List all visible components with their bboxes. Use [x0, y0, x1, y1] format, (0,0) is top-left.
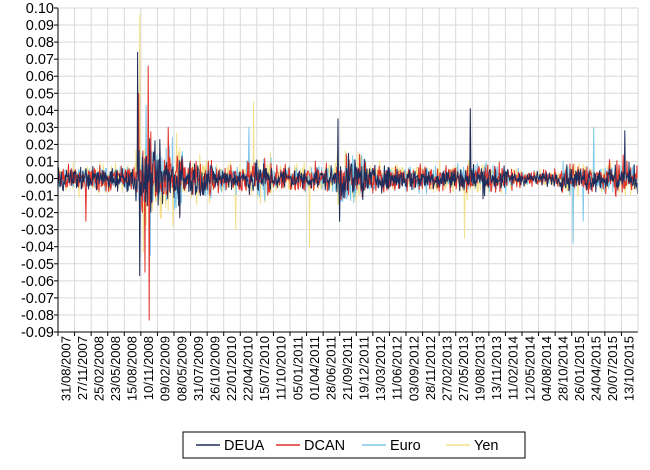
y-tick-label: -0.09	[21, 325, 54, 341]
y-tick-label: 0.02	[26, 137, 54, 153]
legend-label: DCAN	[304, 438, 345, 454]
x-tick-label: 27/11/2007	[75, 336, 90, 400]
axes	[57, 7, 639, 333]
x-tick-label: 26/01/2015	[572, 336, 587, 401]
series-lines	[57, 14, 639, 321]
x-tick-label: 19/12/2011	[357, 336, 372, 400]
y-tick-label: -0.08	[21, 308, 54, 324]
x-tick-label: 27/05/2013	[456, 336, 471, 401]
y-tick-label: -0.07	[21, 291, 54, 307]
y-tick-label: 0.05	[26, 86, 54, 102]
x-tick-label: 28/10/2014	[555, 336, 570, 401]
x-tick-label: 22/01/2010	[224, 336, 239, 401]
x-tick-label: 11/06/2012	[390, 336, 405, 400]
x-tick-label: 11/02/2014	[506, 336, 521, 400]
x-tick-label: 25/02/2008	[91, 336, 106, 401]
x-tick-label: 21/09/2011	[340, 336, 355, 400]
legend-label: Yen	[474, 438, 498, 454]
x-tick-label: 28/11/2012	[423, 336, 438, 400]
y-tick-label: 0.08	[26, 35, 54, 51]
y-tick-labels: 0.100.090.080.070.060.050.040.030.020.01…	[21, 1, 58, 341]
y-tick-label: 0.10	[26, 1, 54, 17]
x-tick-label: 03/09/2012	[406, 336, 421, 401]
x-tick-labels: 31/08/2007 27/11/2007 25/02/2008 23/05/2008…	[57, 332, 637, 401]
x-tick-label: 15/07/2010	[257, 336, 272, 401]
y-tick-label: 0.09	[26, 18, 54, 34]
y-tick-label: -0.03	[21, 223, 54, 239]
x-tick-label: 11/10/2010	[274, 336, 289, 400]
y-tick-label: -0.02	[21, 206, 54, 222]
x-tick-label: 09/02/2009	[158, 336, 173, 401]
x-tick-label: 22/04/2010	[241, 336, 256, 401]
y-tick-label: 0.04	[26, 103, 54, 119]
x-tick-label: 28/06/2011	[323, 336, 338, 400]
y-tick-label: 0.01	[26, 154, 54, 170]
x-tick-label: 13/11/2013	[489, 336, 504, 400]
y-tick-label: 0.06	[26, 69, 54, 85]
legend-item-deua: DEUA	[196, 438, 265, 454]
y-tick-label: -0.04	[21, 240, 54, 256]
legend-item-yen: Yen	[446, 438, 498, 454]
x-tick-label: 23/05/2008	[108, 336, 123, 401]
legend-item-dcan: DCAN	[276, 438, 345, 454]
x-tick-label: 19/08/2013	[473, 336, 488, 401]
y-tick-label: -0.06	[21, 274, 54, 290]
x-tick-label: 08/05/2009	[174, 336, 189, 401]
legend-item-euro: Euro	[362, 438, 421, 454]
x-tick-label: 31/08/2007	[58, 336, 73, 401]
x-tick-label: 05/01/2011	[290, 336, 305, 400]
x-tick-label: 10/11/2008	[141, 336, 156, 400]
x-tick-label: 12/05/2014	[522, 336, 537, 401]
x-tick-label: 20/07/2015	[605, 336, 620, 401]
y-tick-label: -0.05	[21, 257, 54, 273]
series-line-deua	[57, 51, 639, 277]
x-tick-label: 24/04/2015	[589, 336, 604, 401]
legend-label: DEUA	[224, 438, 265, 454]
x-tick-label: 27/02/2013	[439, 336, 454, 401]
x-tick-label: 04/08/2014	[539, 336, 554, 401]
x-tick-label: 31/07/2009	[191, 336, 206, 401]
legend-label: Euro	[390, 438, 421, 454]
x-tick-label: 26/10/2009	[207, 336, 222, 401]
y-tick-label: 0.00	[26, 172, 54, 188]
y-tick-label: -0.01	[21, 189, 54, 205]
legend: DEUA DCAN Euro Yen	[182, 431, 526, 459]
x-tick-label: 15/08/2008	[125, 336, 140, 401]
x-tick-label: 01/04/2011	[307, 336, 322, 400]
gridlines	[57, 7, 639, 333]
y-tick-label: 0.07	[26, 52, 54, 68]
x-tick-label: 13/10/2015	[622, 336, 637, 401]
y-tick-label: 0.03	[26, 120, 54, 136]
x-tick-label: 13/03/2012	[373, 336, 388, 401]
